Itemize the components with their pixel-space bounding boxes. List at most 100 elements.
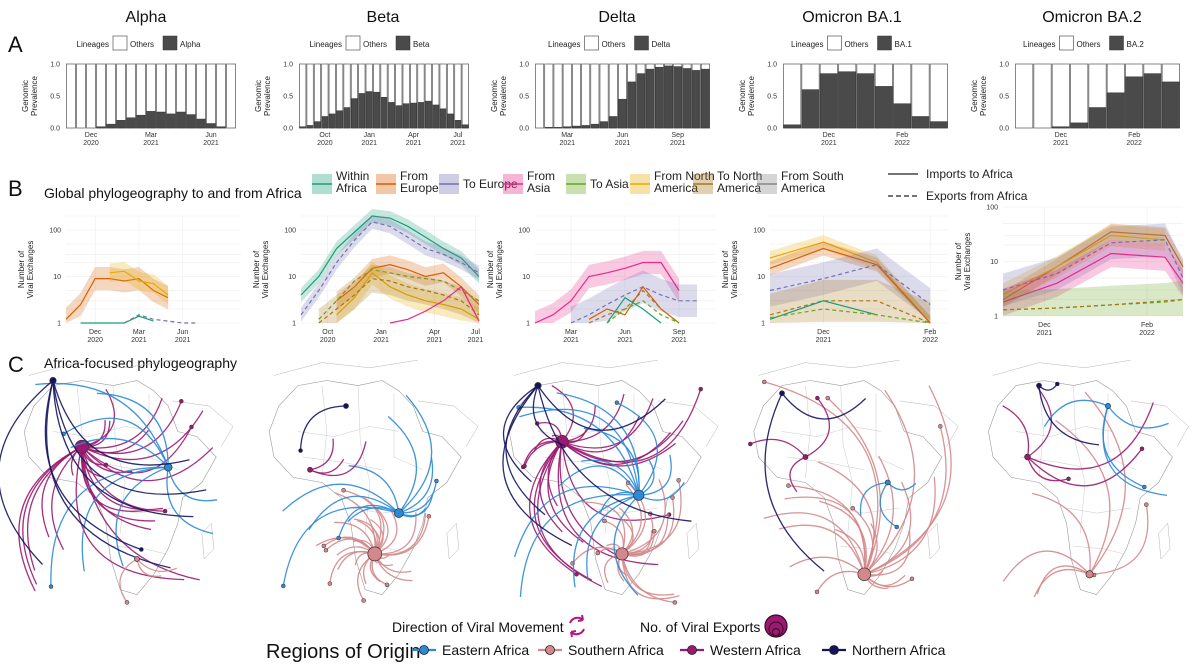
flow-eastern_africa bbox=[519, 493, 639, 598]
export-hub-southern_africa bbox=[134, 556, 140, 562]
prevalence-bar-variant bbox=[599, 121, 609, 129]
prevalence-bar-variant bbox=[627, 81, 637, 129]
flow-node-southern_africa bbox=[341, 487, 346, 493]
exchange-line-from_asia bbox=[534, 261, 680, 324]
prevalence-y-label-line: Prevalence bbox=[747, 75, 756, 116]
exchange-x-tick-month: Oct bbox=[322, 329, 333, 336]
flow-southern_africa bbox=[863, 455, 895, 575]
flow-western_africa bbox=[1027, 402, 1154, 470]
prevalence-legend-others-label: Others bbox=[602, 40, 626, 49]
flow-northern_africa bbox=[52, 380, 207, 495]
prevalence-legend-others-label: Others bbox=[363, 40, 387, 49]
exchange-line-to_europe bbox=[124, 314, 198, 324]
flow-node-northern_africa bbox=[1055, 381, 1060, 387]
region-legend-item-southern_africa: Southern Africa bbox=[538, 642, 664, 658]
flow-southern_africa bbox=[334, 492, 376, 554]
exchange-y-label-line: Number of bbox=[721, 250, 730, 288]
section-c-title: Africa-focused phylogeography bbox=[44, 355, 237, 371]
prevalence-bar-others bbox=[299, 63, 307, 129]
exchange-legend-label: To North bbox=[717, 169, 762, 183]
africa-outline bbox=[23, 380, 217, 596]
flow-eastern_africa bbox=[166, 467, 214, 535]
flow-southern_africa bbox=[864, 476, 936, 575]
export-hub-eastern_africa bbox=[884, 479, 891, 486]
exchange-y-label-line: Number of bbox=[17, 250, 26, 288]
exchange-band-from_asia bbox=[535, 250, 679, 323]
flow-southern_africa bbox=[827, 397, 882, 575]
flow-western_africa bbox=[27, 446, 83, 571]
prevalence-bar-variant bbox=[654, 66, 664, 129]
prevalence-x-tick-year: 2021 bbox=[143, 140, 159, 147]
europe-coast bbox=[992, 359, 1132, 376]
flow-node-southern_africa bbox=[595, 550, 601, 556]
prevalence-legend-title: Lineages bbox=[548, 40, 580, 49]
exchange-legend-label: Europe bbox=[400, 181, 439, 195]
export-hub-northern_africa bbox=[779, 390, 785, 397]
country-border bbox=[1073, 546, 1125, 555]
prevalence-x-tick-month: Oct bbox=[319, 132, 330, 139]
exchange-x-tick-year: 2021 bbox=[468, 337, 484, 344]
flow-southern_africa bbox=[119, 558, 138, 603]
prevalence-bar-variant bbox=[439, 108, 447, 129]
exchange-y-label: Number ofViral Exchanges bbox=[486, 241, 504, 299]
export-hub-eastern_africa bbox=[633, 489, 645, 501]
flow-northern_africa bbox=[537, 385, 666, 431]
exchange-y-label-line: Number of bbox=[954, 242, 963, 280]
exchange-y-tick: 1 bbox=[526, 321, 530, 328]
prevalence-bar-variant bbox=[96, 126, 106, 129]
exchange-x-tick-month: Dec bbox=[817, 329, 830, 336]
country-border bbox=[786, 456, 865, 470]
flow-node-western_africa bbox=[748, 441, 753, 447]
exchange-legend-label: From bbox=[527, 169, 555, 183]
prevalence-y-label-line: Genomic bbox=[254, 80, 263, 112]
prevalence-y-tick: 0.0 bbox=[767, 126, 777, 133]
exchange-legend-label: Within bbox=[336, 169, 369, 183]
country-border bbox=[805, 385, 811, 478]
flow-node-southern_africa bbox=[938, 424, 943, 429]
flow-node-eastern_africa bbox=[614, 400, 620, 405]
region-legend-item-western_africa: Western Africa bbox=[680, 642, 801, 658]
flow-western_africa bbox=[529, 441, 577, 575]
flow-eastern_africa bbox=[115, 466, 169, 567]
variant-title-omicron-ba2: Omicron BA.2 bbox=[1042, 9, 1142, 26]
flow-southern_africa bbox=[1033, 569, 1090, 598]
exchange-line-from_north_america bbox=[1002, 234, 1166, 295]
madagascar-outline bbox=[1158, 522, 1171, 560]
exchange-x-tick-year: 2021 bbox=[1037, 330, 1053, 337]
flow-eastern_africa bbox=[398, 457, 434, 514]
flow-southern_africa bbox=[136, 558, 178, 572]
prevalence-y-tick: 0.5 bbox=[999, 94, 1009, 101]
prevalence-bar-others bbox=[461, 63, 469, 129]
flow-northern_africa bbox=[532, 385, 566, 447]
prevalence-x-tick-year: 2021 bbox=[1053, 140, 1069, 147]
exchange-x-tick-year: 2022 bbox=[922, 337, 938, 344]
flow-node-western_africa bbox=[815, 395, 820, 401]
flow-western_africa bbox=[1027, 387, 1053, 458]
flow-western_africa bbox=[1026, 456, 1069, 482]
flow-western_africa bbox=[561, 415, 640, 453]
country-border bbox=[1015, 426, 1113, 437]
exchange-line-to_europe bbox=[570, 286, 697, 324]
arabia-coast bbox=[417, 400, 479, 447]
exchange-x-tick-month: Jul bbox=[471, 329, 480, 336]
prevalence-bar-variant bbox=[402, 103, 410, 129]
flow-eastern_africa bbox=[859, 481, 888, 516]
exchange-band-from_europe bbox=[1003, 223, 1183, 308]
export-hub-western_africa bbox=[74, 439, 89, 454]
prevalence-x-tick-month: Jun bbox=[617, 132, 628, 139]
exchange-y-tick: 100 bbox=[49, 227, 61, 234]
prevalence-bar-variant bbox=[911, 116, 930, 129]
prevalence-y-label-line: Prevalence bbox=[263, 75, 272, 116]
flow-eastern_africa bbox=[348, 465, 400, 514]
exchange-legend-item-to_europe: To Europe bbox=[439, 174, 518, 194]
prevalence-legend-variant-swatch bbox=[162, 35, 178, 51]
prevalence-bar-variant bbox=[116, 120, 126, 129]
flow-eastern_africa bbox=[50, 466, 169, 587]
flow-eastern_africa bbox=[513, 485, 640, 558]
exchange-legend-label: America bbox=[654, 181, 698, 195]
exchange-charts-row: Number ofViral Exchanges110100Dec2020Mar… bbox=[17, 205, 1184, 344]
prevalence-legend-others-swatch bbox=[584, 35, 599, 51]
variant-title-beta: Beta bbox=[367, 9, 400, 26]
exchange-y-label: Number ofViral Exchanges bbox=[721, 241, 739, 299]
